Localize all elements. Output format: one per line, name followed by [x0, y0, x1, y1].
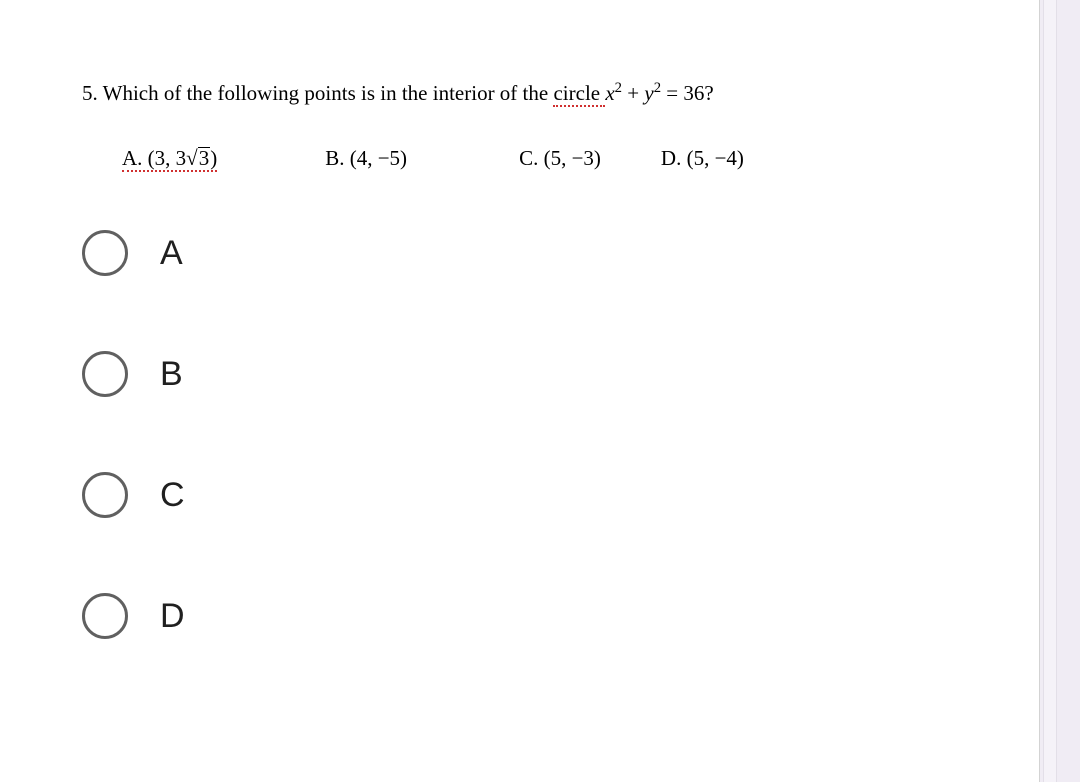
choice-d-text: (5, −4) — [687, 146, 744, 170]
inline-choice-c: C. (5, −3) — [519, 146, 601, 171]
inline-choice-a: A. (3, 3√3) — [122, 146, 217, 171]
choice-d-prefix: D. — [661, 146, 687, 170]
question-block: 5. Which of the following points is in t… — [82, 80, 959, 171]
sqrt-arg: 3 — [198, 147, 211, 169]
radio-icon[interactable] — [82, 593, 128, 639]
choice-a-prefix: A. (3, 3√3) — [122, 146, 217, 172]
question-text-pre: Which of the following points is in the … — [103, 81, 554, 105]
spellcheck-word: circle — [553, 81, 605, 107]
option-label: A — [160, 234, 183, 273]
radio-icon[interactable] — [82, 230, 128, 276]
option-d[interactable]: D — [82, 593, 185, 639]
option-a[interactable]: A — [82, 230, 185, 276]
inline-choice-d: D. (5, −4) — [661, 146, 744, 171]
radio-icon[interactable] — [82, 472, 128, 518]
option-c[interactable]: C — [82, 472, 185, 518]
radio-icon[interactable] — [82, 351, 128, 397]
choice-c-prefix: C. — [519, 146, 544, 170]
option-b[interactable]: B — [82, 351, 185, 397]
scrollbar-track[interactable] — [1043, 0, 1057, 782]
inline-choice-b: B. (4, −5) — [325, 146, 407, 171]
question-stem: 5. Which of the following points is in t… — [82, 80, 959, 106]
eq-y-sup: 2 — [654, 80, 661, 96]
sqrt-symbol: √ — [186, 146, 198, 170]
eq-x: x — [605, 81, 614, 105]
inline-choices-row: A. (3, 3√3) B. (4, −5) C. (5, −3) D. (5,… — [82, 146, 959, 171]
question-page: 5. Which of the following points is in t… — [0, 0, 1040, 782]
choice-c-text: (5, −3) — [544, 146, 601, 170]
choice-b-text: (4, −5) — [350, 146, 407, 170]
option-label: B — [160, 355, 183, 394]
answer-options: A B C D — [82, 230, 185, 714]
eq-plus: + — [622, 81, 644, 105]
option-label: C — [160, 476, 185, 515]
eq-y: y — [644, 81, 653, 105]
eq-rhs: = 36? — [661, 81, 714, 105]
eq-x-sup: 2 — [615, 80, 622, 96]
choice-b-prefix: B. — [325, 146, 350, 170]
question-number: 5. — [82, 81, 98, 105]
option-label: D — [160, 597, 185, 636]
